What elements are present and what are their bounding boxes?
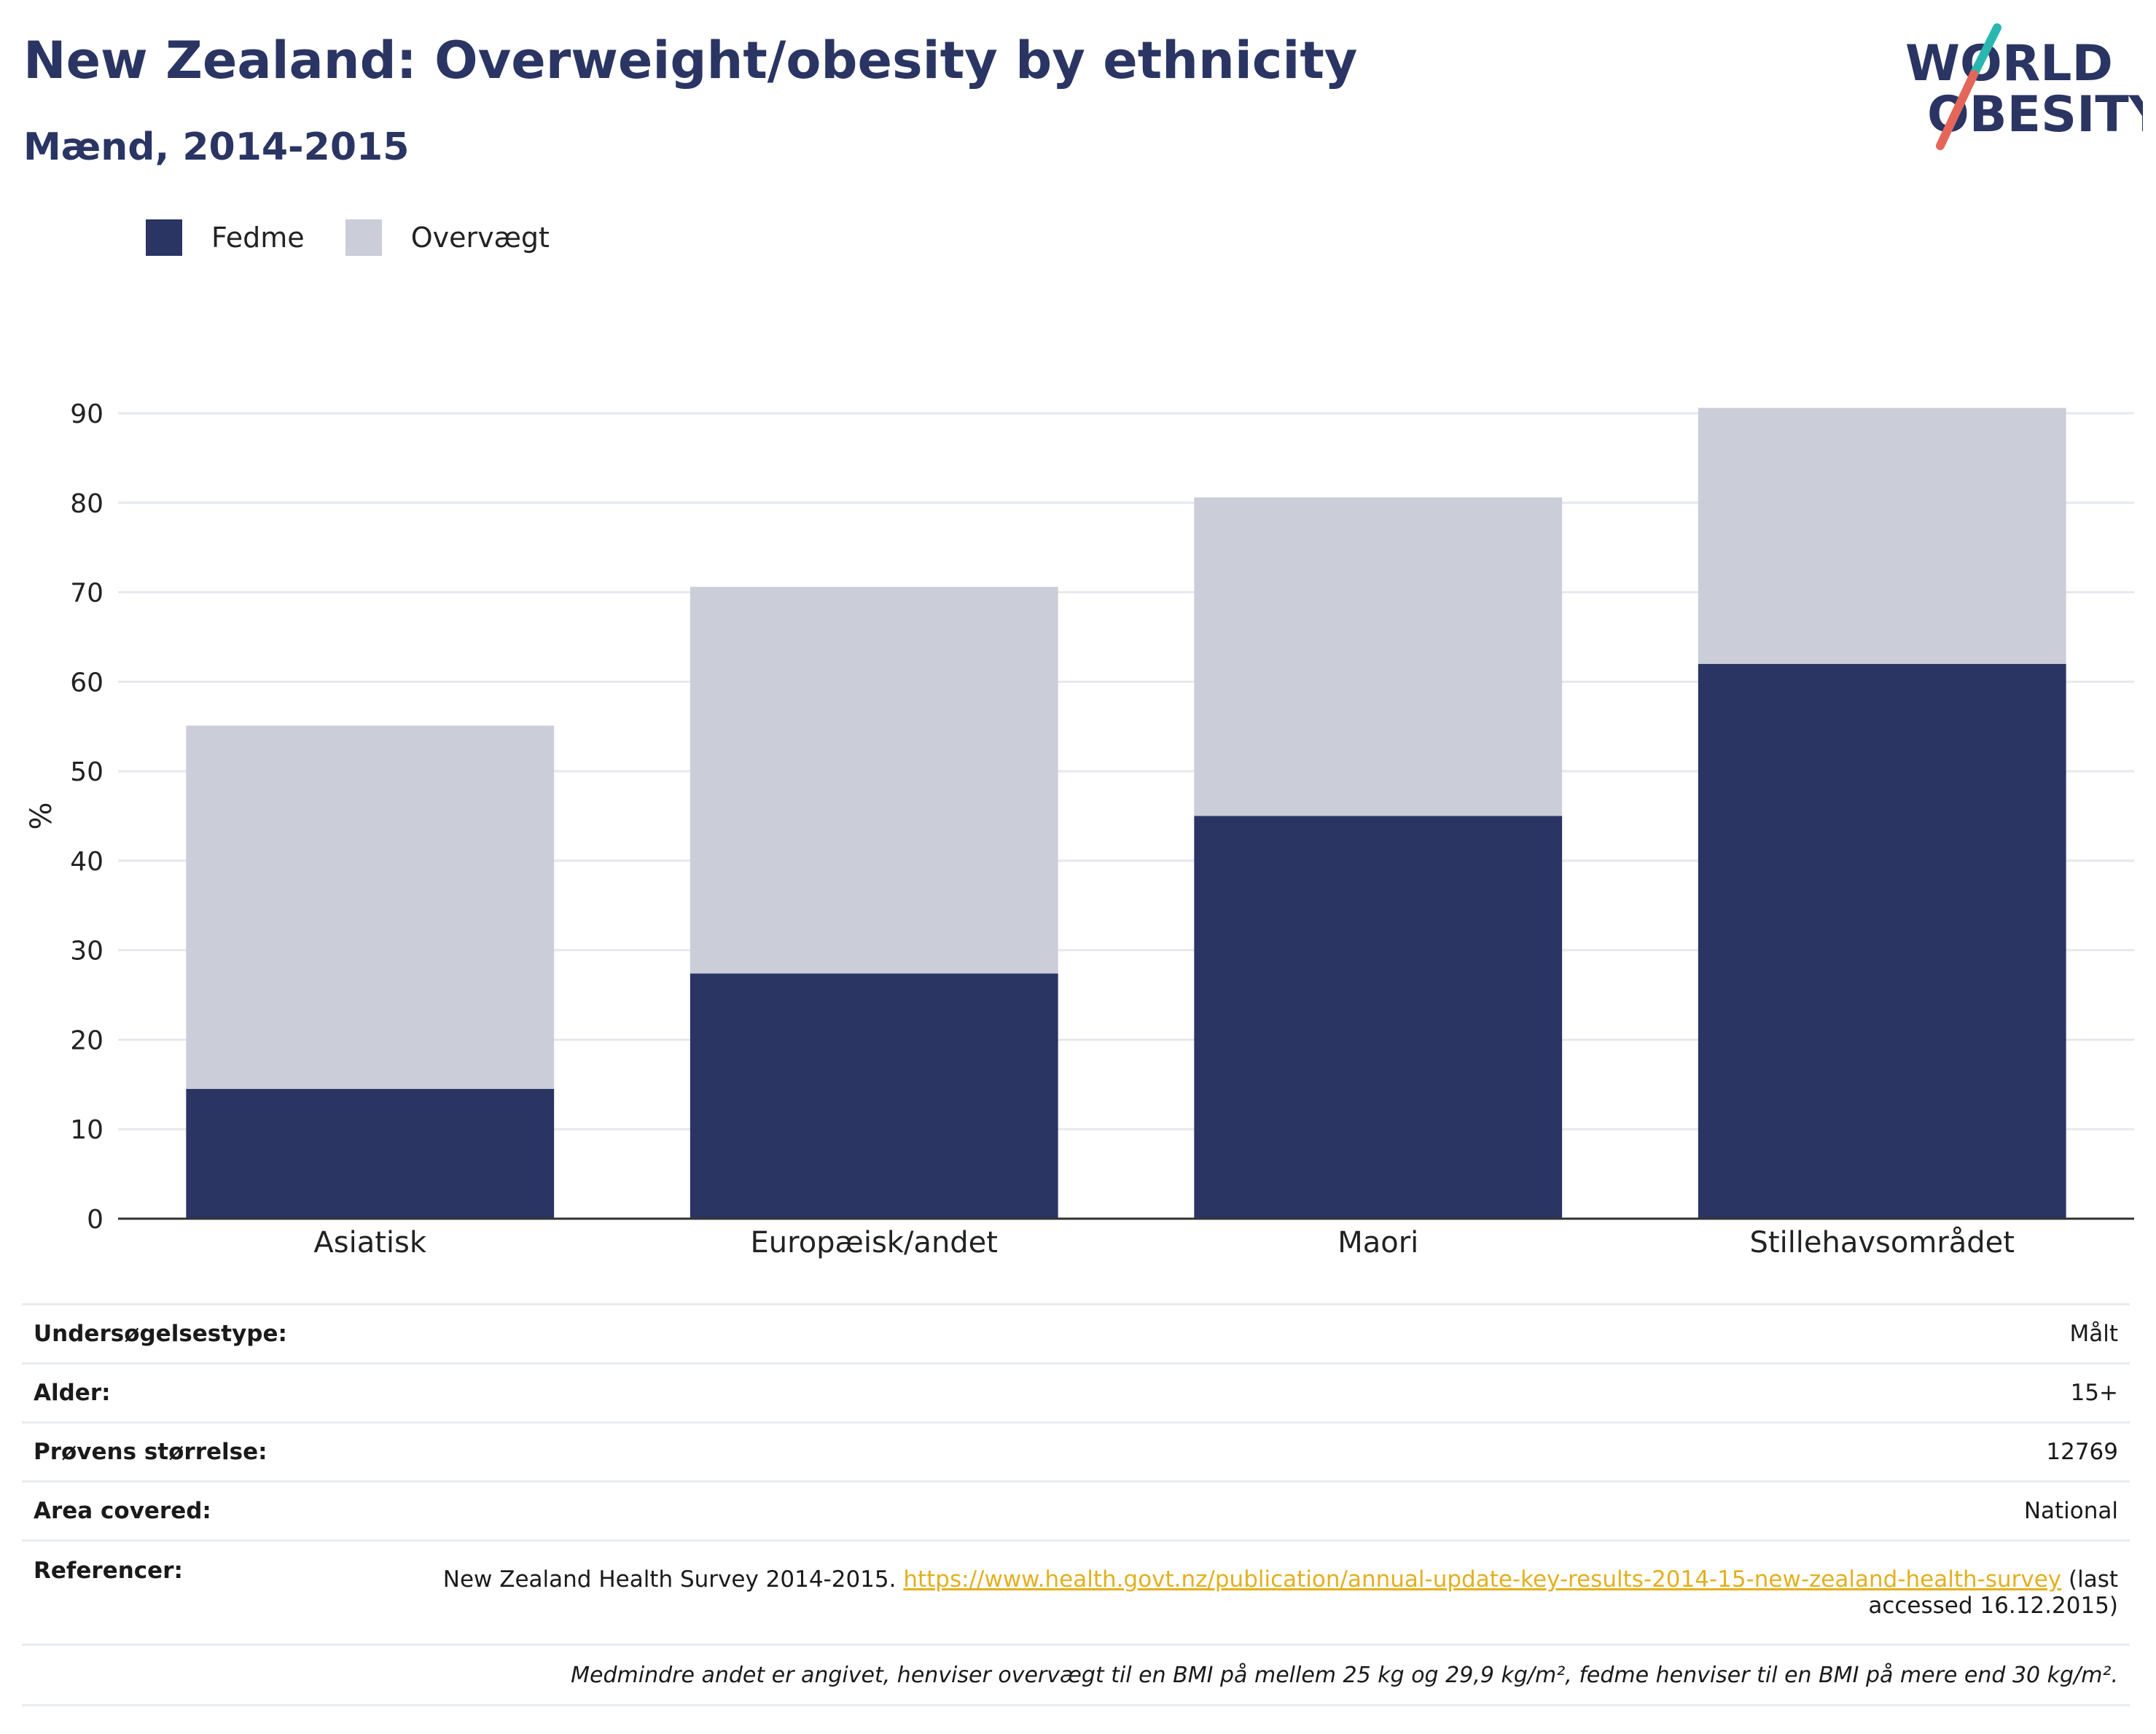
info-key-sample-size: Prøvens størrelse: [22,1421,410,1482]
legend-label-overvaegt: Overvægt [410,222,550,254]
info-value-area: National [410,1480,2130,1541]
info-row-survey-type: Undersøgelsestype: Målt [22,1303,2130,1364]
bar-fedme [186,1088,555,1219]
legend-swatch-fedme [146,219,182,256]
chart-title: New Zealand: Overweight/obesity by ethni… [23,31,1358,90]
info-value-survey-type: Målt [410,1303,2130,1364]
legend-item-overvaegt[interactable]: Overvægt [345,219,550,256]
x-category-label: Maori [1337,1226,1418,1260]
info-value-age: 15+ [410,1362,2130,1423]
info-value-sample-size: 12769 [410,1421,2130,1482]
info-value-references: New Zealand Health Survey 2014-2015. htt… [410,1539,2130,1645]
chart-legend: Fedme Overvægt [146,217,590,258]
info-key-references: Referencer: [22,1539,410,1645]
bar-overv-gt [1194,497,1563,816]
reference-link[interactable]: https://www.health.govt.nz/publication/a… [903,1566,2062,1593]
info-row-references: Referencer: New Zealand Health Survey 20… [22,1539,2130,1645]
bar-fedme [1194,816,1563,1219]
reference-suffix: (last accessed 16.12.2015) [1868,1566,2118,1619]
info-row-age: Alder: 15+ [22,1362,2130,1423]
y-tick-label: 60 [70,668,103,698]
logo-slash-red [1936,70,1978,150]
bar-fedme [1698,663,2066,1219]
y-tick-label: 90 [70,399,103,429]
y-tick-label: 40 [70,847,103,877]
bar-overv-gt [690,587,1058,974]
y-tick-label: 80 [70,489,103,519]
reference-text: New Zealand Health Survey 2014-2015. [442,1566,897,1593]
info-table: Undersøgelsestype: Målt Alder: 15+ Prøve… [22,1303,2130,1706]
legend-label-fedme: Fedme [211,222,305,254]
chart-subtitle: Mænd, 2014-2015 [23,125,410,169]
y-tick-label: 70 [70,579,103,609]
info-row-area: Area covered: National [22,1480,2130,1541]
logo-slash-teal [1969,23,2001,79]
bmi-note: Medmindre andet er angivet, henviser ove… [22,1644,2130,1706]
info-row-note: Medmindre andet er angivet, henviser ove… [22,1644,2130,1706]
y-tick-label: 20 [70,1026,103,1055]
x-category-label: Asiatisk [313,1226,426,1260]
bar-overv-gt [1698,407,2066,664]
info-key-survey-type: Undersøgelsestype: [22,1303,410,1364]
stacked-bar-chart: 0 10 20 30 40 50 60 70 80 90% Asiatisk Europæisk/an… [25,399,2134,1260]
y-tick-label: 10 [70,1115,103,1145]
info-key-age: Alder: [22,1362,410,1423]
y-axis-title: % [25,802,58,829]
bar-overv-gt [186,725,555,1089]
bar-fedme [690,973,1058,1219]
world-obesity-logo: WORLD OBESITY [1905,23,2143,150]
x-category-label: Stillehavsområdet [1750,1226,2015,1260]
y-tick-label: 0 [87,1205,103,1235]
x-category-label: Europæisk/andet [751,1226,998,1260]
info-key-area: Area covered: [22,1480,410,1541]
legend-item-fedme[interactable]: Fedme [146,219,305,256]
y-tick-label: 30 [70,937,103,966]
info-row-sample-size: Prøvens størrelse: 12769 [22,1421,2130,1482]
logo-text-world: WORLD [1905,35,2113,93]
y-tick-label: 50 [70,757,103,787]
legend-swatch-overvaegt [345,219,382,256]
